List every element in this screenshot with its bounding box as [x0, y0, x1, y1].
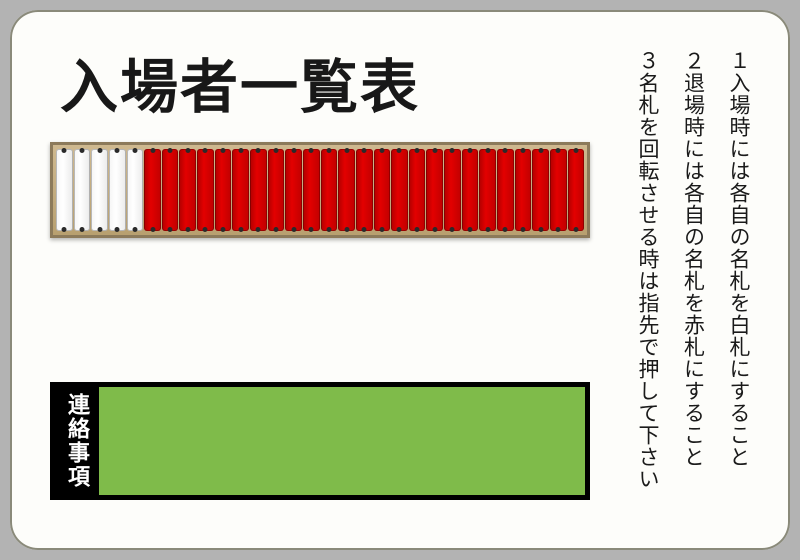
tag-white — [56, 149, 73, 231]
tag-red — [426, 149, 443, 231]
tag-red — [374, 149, 391, 231]
tag-red — [197, 149, 214, 231]
tag-white — [91, 149, 108, 231]
instruction-line-1: １入場時には各自の名札を白札にすること — [723, 50, 755, 510]
contact-body — [99, 387, 585, 495]
contact-label: 連絡事項 — [55, 387, 99, 495]
tag-red — [356, 149, 373, 231]
tag-red — [162, 149, 179, 231]
tag-red — [232, 149, 249, 231]
tag-red — [215, 149, 232, 231]
tag-red — [391, 149, 408, 231]
tag-red — [321, 149, 338, 231]
tag-red — [550, 149, 567, 231]
tag-red — [409, 149, 426, 231]
tag-red — [144, 149, 161, 231]
left-panel: 入場者一覧表 — [50, 40, 590, 238]
tag-red — [285, 149, 302, 231]
instructions-panel: １入場時には各自の名札を白札にすること ２退場時には各自の名札を赤札にすること ３名… — [632, 50, 755, 510]
instruction-line-3: ３名札を回転させる時は指先で押して下さい — [632, 50, 664, 510]
tag-red — [250, 149, 267, 231]
tag-red — [268, 149, 285, 231]
tag-red — [303, 149, 320, 231]
tag-red — [479, 149, 496, 231]
sign-board: 入場者一覧表 連絡事項 １入場時には各自の名札を白札にすること ２退場時には各自の… — [10, 10, 790, 550]
tag-red — [515, 149, 532, 231]
tag-red — [179, 149, 196, 231]
tag-rack — [50, 142, 590, 238]
tag-red — [338, 149, 355, 231]
instruction-line-2: ２退場時には各自の名札を赤札にすること — [677, 50, 709, 510]
tag-red — [497, 149, 514, 231]
tag-white — [74, 149, 91, 231]
tag-red — [568, 149, 585, 231]
tag-white — [109, 149, 126, 231]
board-title: 入場者一覧表 — [60, 40, 590, 124]
tag-red — [462, 149, 479, 231]
tag-white — [127, 149, 144, 231]
tag-red — [532, 149, 549, 231]
tag-red — [444, 149, 461, 231]
contact-box: 連絡事項 — [50, 382, 590, 500]
